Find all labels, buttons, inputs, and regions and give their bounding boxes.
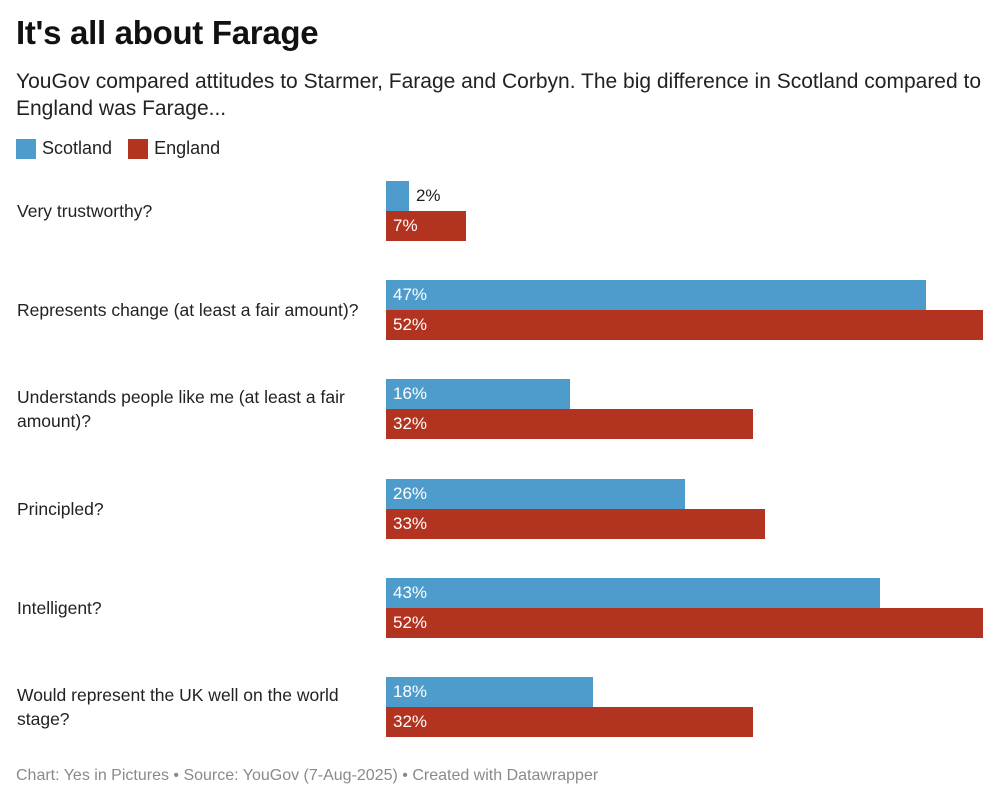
chart-title: It's all about Farage bbox=[16, 14, 319, 51]
legend-swatch-england bbox=[128, 138, 149, 159]
legend-swatch-scotland bbox=[16, 138, 36, 159]
bar-england bbox=[386, 211, 467, 241]
bar-england bbox=[386, 707, 754, 737]
data-label: 33% bbox=[393, 513, 428, 533]
data-label: 26% bbox=[393, 483, 428, 503]
bar-england bbox=[386, 508, 765, 539]
bar-scotland bbox=[386, 379, 570, 410]
data-label: 2% bbox=[415, 186, 441, 205]
bar-england bbox=[386, 310, 983, 341]
legend-label-scotland: Scotland bbox=[42, 138, 113, 158]
data-label: 52% bbox=[393, 612, 428, 632]
data-label: 52% bbox=[393, 315, 428, 335]
data-label: 7% bbox=[393, 216, 418, 235]
bar-england bbox=[386, 409, 754, 440]
bar-scotland bbox=[386, 280, 926, 311]
bar-scotland bbox=[386, 181, 409, 211]
category-label: Intelligent? bbox=[17, 597, 102, 618]
legend-item-england: England bbox=[128, 138, 220, 159]
bar-scotland bbox=[386, 478, 685, 509]
data-label: 32% bbox=[393, 712, 428, 731]
bar-scotland bbox=[386, 577, 880, 608]
legend-item-scotland: Scotland bbox=[16, 138, 112, 159]
data-label: 43% bbox=[393, 582, 428, 602]
legend-label-england: England bbox=[154, 138, 221, 158]
category-label: Very trustworthy? bbox=[17, 201, 153, 221]
category-label: Represents change (at least a fair amoun… bbox=[17, 300, 359, 321]
bar-england bbox=[386, 607, 983, 638]
chart-footer: Chart: Yes in Pictures • Source: YouGov … bbox=[16, 767, 599, 784]
category-label: Understands people like me (at least a f… bbox=[17, 387, 345, 432]
data-label: 18% bbox=[393, 682, 428, 701]
legend: Scotland England bbox=[16, 138, 236, 159]
chart-subtitle: YouGov compared attitudes to Starmer, Fa… bbox=[16, 70, 982, 120]
bar-scotland bbox=[386, 677, 593, 707]
data-label: 32% bbox=[393, 414, 428, 434]
category-label: Principled? bbox=[17, 498, 104, 519]
data-label: 47% bbox=[393, 285, 428, 305]
category-label: Would represent the UK well on the world… bbox=[17, 685, 339, 729]
data-label: 16% bbox=[393, 384, 428, 404]
